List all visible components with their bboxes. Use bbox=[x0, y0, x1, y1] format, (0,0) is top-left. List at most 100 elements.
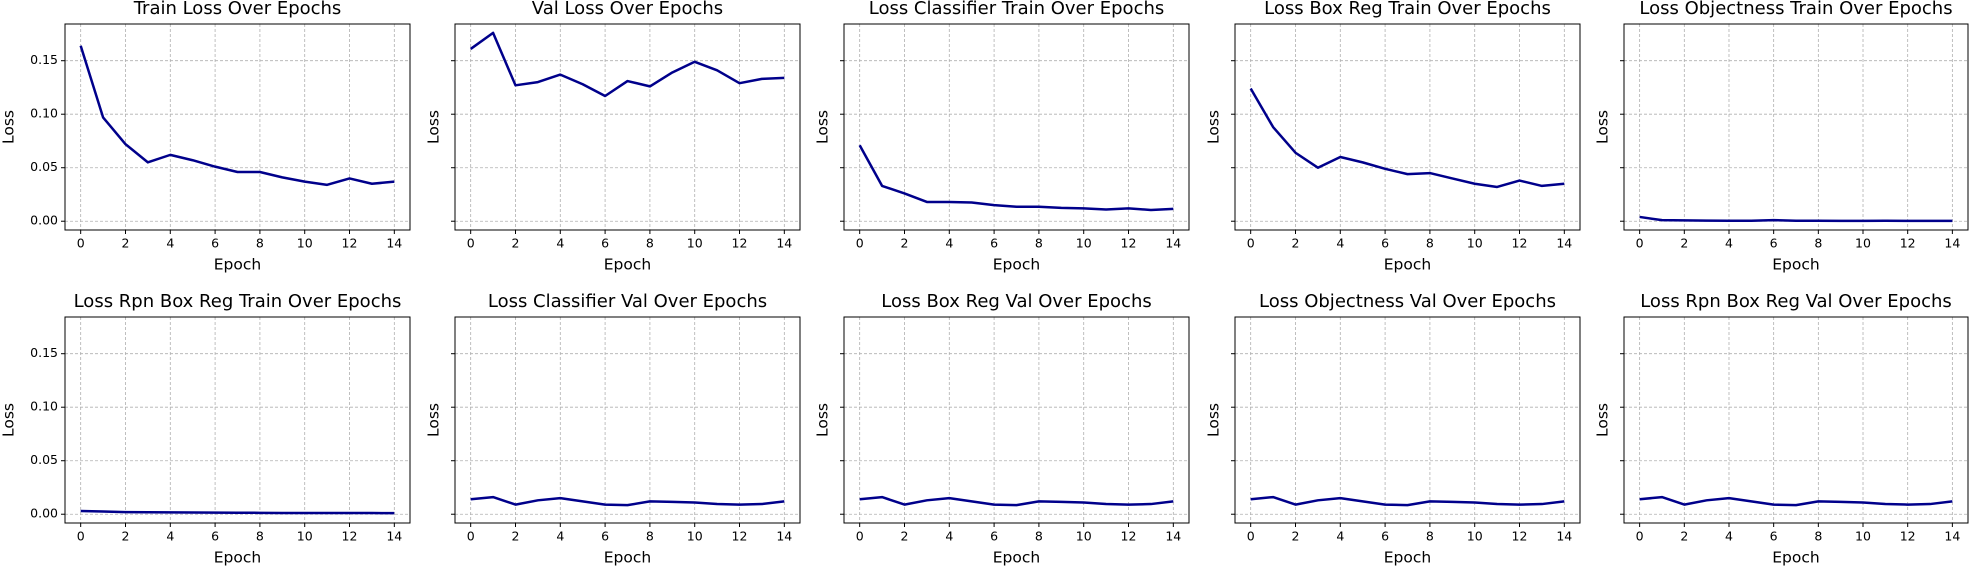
x-tick-label: 12 bbox=[1512, 529, 1528, 544]
x-axis-label: Epoch bbox=[214, 256, 261, 274]
x-tick-label: 2 bbox=[512, 529, 520, 544]
x-tick-label: 0 bbox=[77, 529, 85, 544]
x-axis-label: Epoch bbox=[1384, 256, 1431, 274]
x-tick-label: 6 bbox=[1770, 236, 1778, 251]
chart-title: Loss Objectness Train Over Epochs bbox=[1639, 0, 1952, 19]
x-tick-label: 8 bbox=[646, 236, 654, 251]
x-tick-label: 10 bbox=[1076, 236, 1092, 251]
line bbox=[858, 144, 1174, 212]
y-tick-label: 0.00 bbox=[30, 213, 58, 228]
x-axis-label: Epoch bbox=[1772, 549, 1819, 567]
y-tick-label: 0.05 bbox=[30, 159, 58, 174]
y-axis-label: Loss bbox=[425, 403, 443, 437]
x-tick-label: 14 bbox=[1165, 236, 1181, 251]
x-tick-label: 12 bbox=[1512, 236, 1528, 251]
x-tick-label: 14 bbox=[1944, 236, 1960, 251]
x-tick-label: 8 bbox=[256, 529, 264, 544]
y-tick-label: 0.05 bbox=[30, 452, 58, 467]
x-tick-label: 6 bbox=[1381, 529, 1389, 544]
x-tick-label: 8 bbox=[1035, 236, 1043, 251]
x-tick-label: 0 bbox=[1247, 529, 1255, 544]
line bbox=[859, 495, 1174, 507]
x-tick-label: 8 bbox=[1035, 529, 1043, 544]
x-axis-label: Epoch bbox=[214, 549, 261, 567]
x-tick-label: 2 bbox=[1680, 529, 1688, 544]
axes-frame bbox=[1234, 23, 1581, 231]
x-tick-label: 4 bbox=[1725, 529, 1733, 544]
x-tick-label: 12 bbox=[732, 529, 748, 544]
x-tick-label: 4 bbox=[1725, 236, 1733, 251]
chart-title: Loss Rpn Box Reg Train Over Epochs bbox=[74, 291, 402, 312]
x-tick-label: 12 bbox=[1121, 236, 1137, 251]
x-tick-label: 10 bbox=[1076, 529, 1092, 544]
y-axis-label: Loss bbox=[1205, 403, 1223, 437]
x-tick-label: 10 bbox=[687, 236, 703, 251]
x-tick-label: 0 bbox=[856, 236, 864, 251]
x-tick-label: 4 bbox=[945, 236, 953, 251]
chart-title: Loss Box Reg Train Over Epochs bbox=[1264, 0, 1551, 19]
y-axis-label: Loss bbox=[0, 110, 18, 144]
x-tick-label: 6 bbox=[601, 236, 609, 251]
x-axis-label: Epoch bbox=[1384, 549, 1431, 567]
chart-title: Loss Box Reg Val Over Epochs bbox=[881, 291, 1151, 312]
x-tick-label: 2 bbox=[512, 236, 520, 251]
y-tick-label: 0.10 bbox=[30, 399, 58, 414]
x-axis-label: Epoch bbox=[1772, 256, 1819, 274]
x-tick-label: 4 bbox=[166, 236, 174, 251]
x-tick-label: 10 bbox=[1467, 236, 1483, 251]
y-axis-label: Loss bbox=[1594, 110, 1612, 144]
x-tick-label: 0 bbox=[467, 529, 475, 544]
x-tick-label: 0 bbox=[1636, 529, 1644, 544]
chart-title: Train Loss Over Epochs bbox=[133, 0, 342, 19]
x-tick-label: 2 bbox=[901, 236, 909, 251]
x-axis-label: Epoch bbox=[604, 256, 651, 274]
x-tick-label: 2 bbox=[901, 529, 909, 544]
line bbox=[79, 45, 395, 187]
y-tick-label: 0.10 bbox=[30, 106, 58, 121]
x-tick-label: 2 bbox=[122, 529, 130, 544]
x-tick-label: 8 bbox=[1426, 529, 1434, 544]
line bbox=[1639, 495, 1953, 507]
x-tick-label: 2 bbox=[122, 236, 130, 251]
x-tick-label: 12 bbox=[732, 236, 748, 251]
chart-title: Loss Classifier Val Over Epochs bbox=[488, 291, 767, 312]
axes-frame bbox=[1623, 316, 1969, 524]
x-tick-label: 14 bbox=[1944, 529, 1960, 544]
x-tick-label: 0 bbox=[856, 529, 864, 544]
axes-frame bbox=[454, 316, 801, 524]
x-tick-label: 4 bbox=[556, 529, 564, 544]
y-axis-label: Loss bbox=[0, 403, 18, 437]
x-tick-label: 4 bbox=[1336, 236, 1344, 251]
x-tick-label: 6 bbox=[990, 236, 998, 251]
x-tick-label: 10 bbox=[297, 529, 313, 544]
y-axis-label: Loss bbox=[1594, 403, 1612, 437]
x-tick-label: 2 bbox=[1292, 236, 1300, 251]
y-axis-label: Loss bbox=[425, 110, 443, 144]
y-tick-label: 0.00 bbox=[30, 506, 58, 521]
x-tick-label: 8 bbox=[1814, 529, 1822, 544]
axes-frame bbox=[1234, 316, 1581, 524]
line bbox=[469, 31, 785, 98]
x-tick-label: 10 bbox=[687, 529, 703, 544]
axes-frame bbox=[64, 23, 411, 231]
x-tick-label: 6 bbox=[1770, 529, 1778, 544]
y-axis-label: Loss bbox=[814, 403, 832, 437]
x-tick-label: 6 bbox=[990, 529, 998, 544]
x-tick-label: 12 bbox=[1900, 236, 1916, 251]
x-tick-label: 8 bbox=[1426, 236, 1434, 251]
x-tick-label: 14 bbox=[1556, 236, 1572, 251]
x-tick-label: 14 bbox=[1165, 529, 1181, 544]
x-tick-label: 10 bbox=[1855, 236, 1871, 251]
x-tick-label: 0 bbox=[1247, 236, 1255, 251]
axes-frame bbox=[454, 23, 801, 231]
y-axis-label: Loss bbox=[814, 110, 832, 144]
x-tick-label: 14 bbox=[1556, 529, 1572, 544]
x-tick-label: 2 bbox=[1680, 236, 1688, 251]
x-tick-label: 10 bbox=[1467, 529, 1483, 544]
x-tick-label: 4 bbox=[166, 529, 174, 544]
x-tick-label: 12 bbox=[342, 529, 358, 544]
x-tick-label: 8 bbox=[256, 236, 264, 251]
chart-title: Loss Rpn Box Reg Val Over Epochs bbox=[1640, 291, 1952, 312]
line bbox=[1639, 215, 1953, 223]
